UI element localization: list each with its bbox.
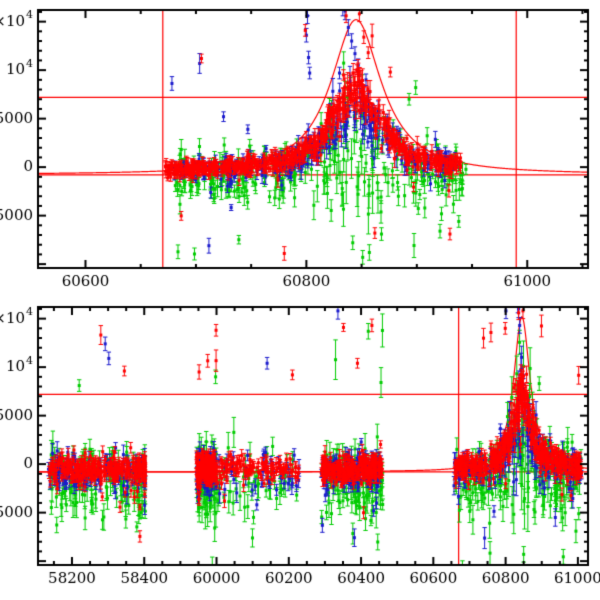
light-curves-canvas bbox=[0, 0, 600, 600]
light-curve-figure bbox=[0, 0, 600, 600]
